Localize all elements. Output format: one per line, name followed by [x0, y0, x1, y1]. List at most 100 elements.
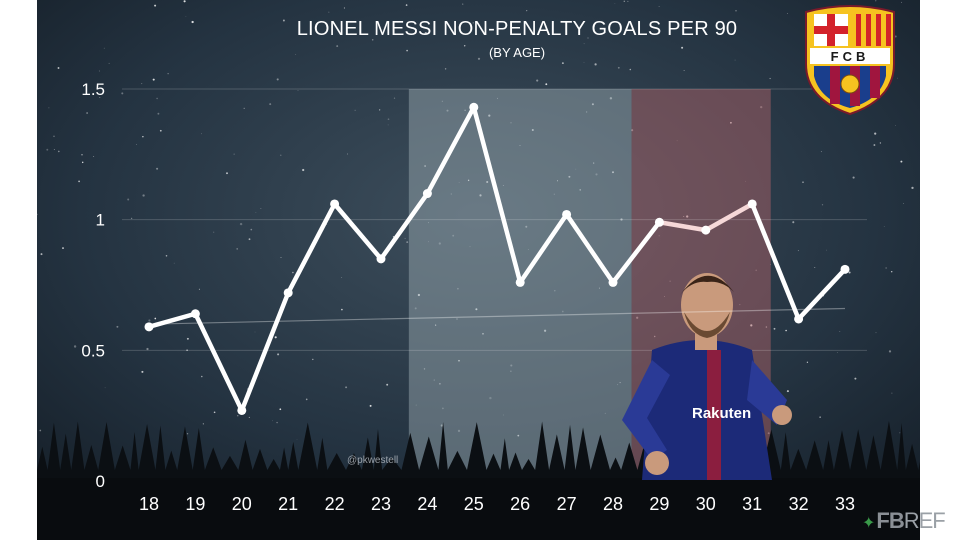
data-point — [144, 322, 154, 332]
star — [463, 45, 466, 47]
star — [888, 350, 892, 353]
star — [295, 53, 297, 55]
star — [583, 62, 585, 64]
star — [519, 144, 521, 146]
star — [280, 257, 282, 259]
star — [488, 114, 491, 117]
fbref-brand-ref: REF — [903, 508, 946, 533]
star — [456, 318, 458, 320]
crest-lower-stripe — [870, 66, 880, 98]
star — [510, 122, 512, 124]
star — [885, 267, 887, 269]
star — [591, 103, 594, 106]
star — [81, 154, 83, 156]
player-photo: Rakuten — [622, 273, 792, 480]
star — [585, 111, 588, 113]
star — [276, 78, 279, 81]
star — [48, 107, 50, 109]
data-point — [515, 277, 525, 287]
star — [894, 35, 897, 38]
line-chart: Rakuten 0 0.5 1 1.5 18 19 20 21 22 23 24 25 26 27 28 29… — [37, 0, 920, 540]
star — [121, 92, 124, 95]
star — [441, 100, 443, 102]
star — [446, 109, 449, 112]
star — [236, 248, 239, 250]
star — [81, 161, 84, 164]
crest-cross-v — [827, 14, 835, 46]
star — [819, 416, 821, 418]
star — [669, 280, 671, 282]
series-segment — [749, 201, 801, 322]
x-tick-label: 18 — [139, 494, 159, 514]
star — [517, 434, 520, 437]
star — [568, 175, 571, 178]
x-tick-label: 28 — [603, 494, 623, 514]
star — [619, 382, 621, 384]
series-segment — [657, 220, 709, 233]
star — [594, 63, 597, 66]
star — [458, 359, 460, 362]
series-segment — [517, 212, 569, 285]
star — [785, 329, 787, 332]
star — [901, 1, 902, 3]
star — [185, 16, 187, 17]
star — [617, 384, 619, 386]
star — [433, 379, 435, 381]
crest-lower-stripe — [830, 66, 840, 104]
star — [416, 29, 417, 30]
star — [802, 181, 804, 183]
star — [482, 332, 484, 335]
star — [280, 154, 282, 156]
x-tick-label: 20 — [232, 494, 252, 514]
star — [836, 351, 838, 353]
star — [879, 142, 882, 144]
star — [486, 180, 489, 184]
player-arm-left — [622, 360, 670, 460]
star — [152, 78, 155, 81]
star — [387, 118, 390, 121]
x-tick-label: 24 — [417, 494, 437, 514]
star — [553, 193, 555, 195]
star — [604, 412, 606, 414]
star — [423, 368, 426, 370]
star — [198, 288, 200, 290]
star — [417, 293, 421, 297]
player-head — [681, 273, 733, 337]
x-tick-label: 29 — [649, 494, 669, 514]
star — [617, 66, 620, 69]
star — [108, 62, 110, 64]
star — [191, 20, 194, 24]
star — [260, 208, 262, 209]
star — [57, 67, 60, 69]
star — [658, 235, 660, 237]
star — [658, 5, 660, 7]
crest-senyera-stripe — [856, 14, 861, 46]
star — [526, 10, 528, 12]
data-point — [376, 254, 386, 264]
star — [354, 109, 356, 111]
star — [248, 238, 251, 241]
star — [272, 420, 273, 422]
star — [683, 70, 685, 71]
crest-ball — [840, 74, 860, 94]
star — [73, 345, 77, 348]
star — [525, 225, 528, 228]
data-point — [422, 189, 432, 199]
star — [341, 277, 343, 278]
star — [472, 22, 474, 24]
fc-barcelona-crest-icon: FCB — [805, 5, 895, 116]
fbref-logo[interactable]: ✦FBREF — [862, 508, 946, 534]
star — [883, 226, 885, 227]
data-point — [654, 217, 664, 227]
star — [424, 165, 426, 167]
star — [99, 97, 101, 99]
star — [406, 241, 409, 244]
star — [305, 398, 308, 401]
star — [814, 266, 816, 268]
star — [745, 180, 747, 182]
data-point — [701, 225, 711, 235]
star — [343, 7, 345, 9]
star — [839, 330, 841, 332]
star — [165, 255, 168, 257]
x-tick-label: 19 — [185, 494, 205, 514]
